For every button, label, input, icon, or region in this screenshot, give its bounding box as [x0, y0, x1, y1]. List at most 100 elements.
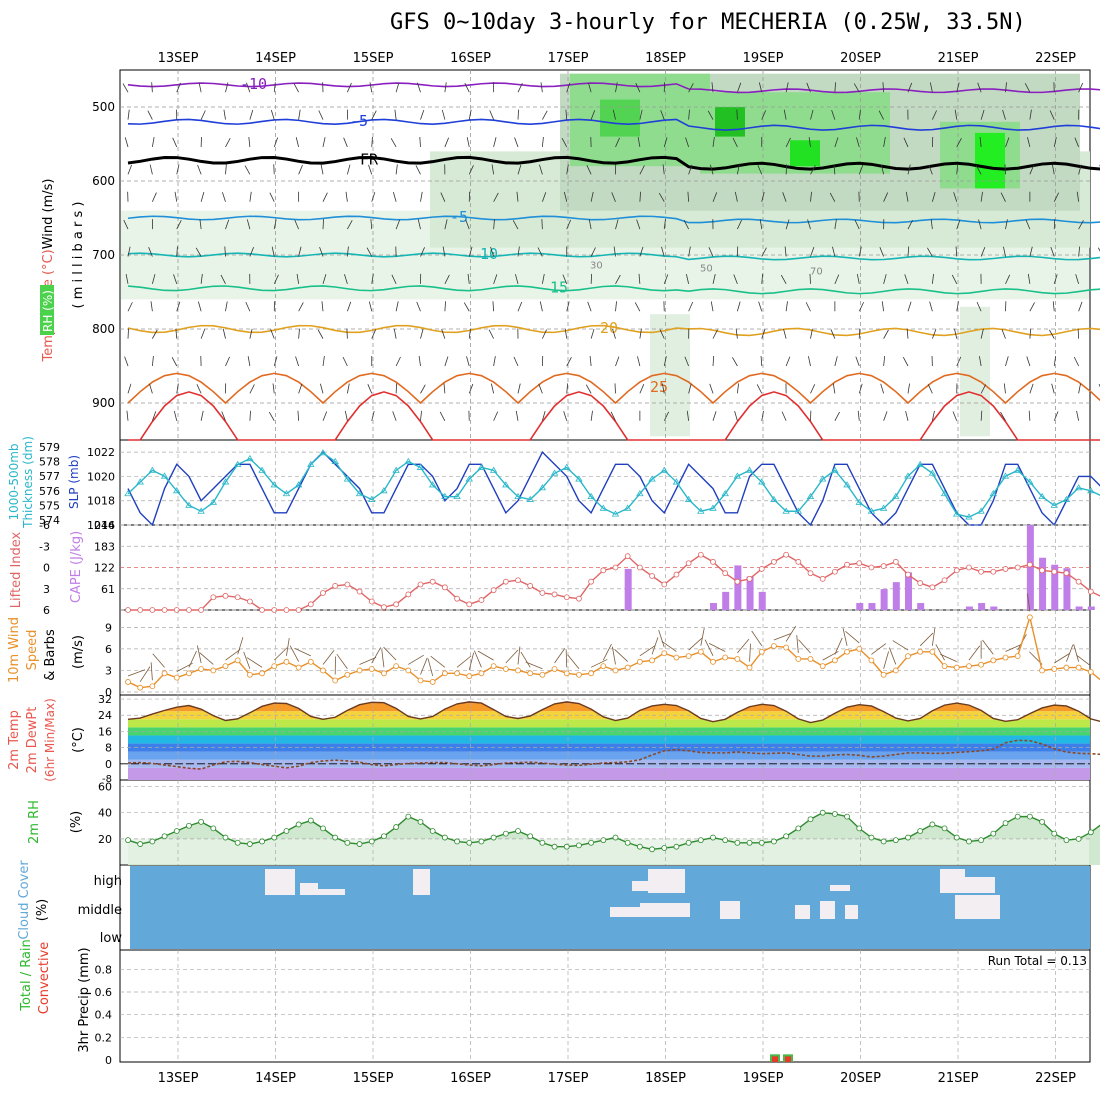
cloud-block-high-4	[632, 881, 660, 891]
li-pt-45	[673, 571, 680, 578]
li-pt-38	[588, 578, 595, 585]
precip-tick-3: 0.2	[95, 1031, 113, 1044]
cloud-block-high-0	[265, 869, 295, 895]
date-bottom-4: 17SEP	[548, 1071, 589, 1086]
thickness-pt-34	[538, 484, 547, 491]
date-top-2: 15SEP	[353, 51, 394, 66]
w10-pt-40	[612, 667, 619, 674]
w10-pt-59	[844, 648, 850, 655]
cape-bar-60	[856, 603, 864, 610]
w10-pt-50	[734, 656, 741, 662]
cloud-block-mid-4	[820, 901, 835, 919]
rh2-base	[121, 838, 1089, 864]
rh2-pt-13	[283, 828, 290, 834]
li-pt-68	[953, 567, 960, 574]
rh2-pt-11	[259, 838, 265, 845]
li-pt-74	[1026, 561, 1033, 568]
cloud-level-1: middle	[78, 903, 122, 918]
thickness-pt-57	[818, 475, 827, 482]
rh2-pt-32	[515, 828, 521, 834]
w10-pt-12	[271, 663, 278, 670]
li-pt-12	[271, 607, 278, 613]
temp-band-6	[128, 719, 1090, 728]
cape-bar-41	[624, 568, 632, 610]
w10-tick-0: 9	[105, 621, 112, 634]
li-pt-11	[259, 607, 265, 613]
w10-pt-78	[1075, 664, 1082, 671]
li-pt-47	[697, 551, 704, 558]
thickness-pt-60	[855, 498, 863, 505]
thickness-line	[127, 451, 1100, 518]
li-pt-62	[880, 563, 887, 569]
thickness-pt-19	[355, 489, 364, 497]
w10-pt-20	[368, 666, 375, 672]
thickness-pt-58	[831, 466, 839, 473]
thick-tick-2: 577	[39, 470, 60, 483]
thickness-pt-77	[1062, 495, 1071, 502]
thickness-pt-14	[294, 481, 303, 488]
rh2-pt-45	[673, 843, 680, 850]
cape-tick-1: 183	[94, 540, 115, 553]
w10-pt-35	[551, 666, 558, 672]
rh2-pt-51	[746, 839, 753, 846]
rh2-pt-70	[978, 837, 985, 844]
cape-bar-77	[1063, 568, 1071, 610]
li-pt-33	[527, 583, 534, 589]
rh2-tick-1: 40	[98, 807, 112, 820]
thick-tick-1: 578	[39, 456, 60, 469]
li-pt-15	[307, 601, 314, 608]
li-pt-25	[429, 578, 436, 585]
rh2-pt-75	[1039, 818, 1045, 825]
cape-bar-51	[746, 576, 754, 610]
thickness-pt-5	[185, 501, 193, 508]
li-tick-3: 3	[43, 583, 50, 596]
thickness-pt-43	[648, 475, 656, 482]
w10-pt-65	[917, 648, 924, 655]
cape-bar-69	[965, 606, 973, 610]
date-top-4: 17SEP	[548, 51, 589, 66]
isotherm-label-7: 25	[650, 378, 668, 396]
li-pt-10	[246, 598, 253, 605]
upper-ylabel-part-1: (°C)	[41, 249, 56, 275]
li-pt-35	[551, 591, 558, 598]
t2-tick-4: 0	[105, 758, 112, 771]
slp-line	[127, 450, 1100, 527]
w10-pt-53	[771, 643, 777, 649]
li-pt-5	[186, 607, 192, 613]
w10-pt-8	[222, 663, 229, 670]
thickness-pt-39	[599, 504, 608, 511]
cloud-block-mid-0	[610, 907, 640, 917]
w10-pt-0	[125, 679, 131, 685]
cloud-block-high-8	[965, 877, 995, 893]
date-top-3: 16SEP	[450, 51, 491, 66]
temp2m-line	[127, 701, 1100, 724]
thickness-pt-15	[307, 460, 315, 467]
rh2-pt-71	[990, 830, 997, 837]
thickness-pt-50	[733, 472, 742, 479]
rh2-pt-19	[356, 841, 363, 847]
li-pt-3	[161, 607, 168, 613]
thickness-pt-9	[233, 460, 242, 467]
w10-pt-1	[137, 684, 144, 691]
cloud-block-mid-6	[955, 895, 1000, 919]
date-top-5: 18SEP	[645, 51, 686, 66]
w10-pt-5	[186, 670, 192, 677]
w10-pt-67	[941, 663, 948, 670]
thickness-pt-33	[526, 495, 534, 502]
rh2-pt-24	[417, 818, 424, 825]
thickness-pt-45	[672, 478, 681, 485]
w10-pt-6	[198, 666, 205, 672]
cape-tick-3: 61	[101, 583, 115, 596]
li-pt-59	[844, 561, 850, 568]
thickness-pt-66	[928, 469, 937, 476]
temp-band-3	[128, 743, 1090, 752]
li-pt-13	[283, 607, 290, 613]
w10-pt-37	[576, 671, 582, 678]
rh2-pt-52	[758, 839, 765, 846]
w10-pt-21	[381, 670, 387, 677]
cape-bar-76	[1051, 564, 1059, 610]
isotherm-label-4: 10	[480, 245, 498, 263]
w10-pt-49	[722, 654, 729, 661]
li-pt-27	[454, 595, 460, 602]
